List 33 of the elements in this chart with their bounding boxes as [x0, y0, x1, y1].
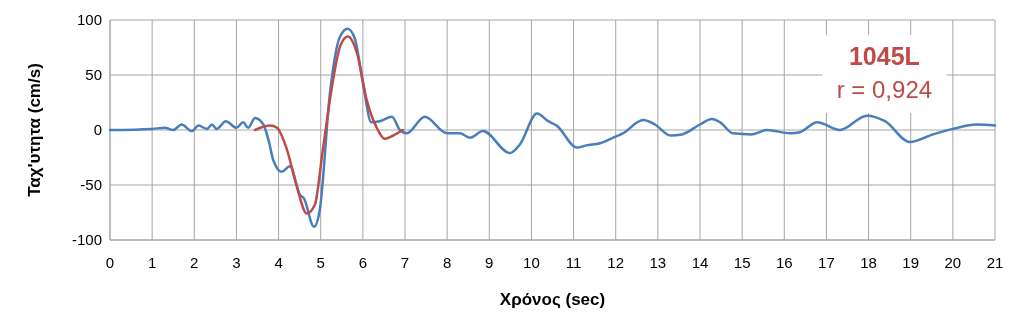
x-tick-label: 7	[400, 254, 410, 271]
x-tick-label: 21	[986, 254, 1004, 271]
x-tick-label: 12	[607, 254, 625, 271]
x-tick-label: 10	[523, 254, 540, 271]
x-tick-label: 20	[944, 254, 962, 271]
line-series	[253, 35, 405, 215]
x-tick-label: 11	[565, 254, 582, 271]
x-tick-label: 14	[691, 254, 709, 271]
y-tick-label: 0	[93, 121, 102, 139]
x-tick-label: 13	[649, 254, 667, 271]
x-tick-label: 5	[316, 254, 325, 271]
x-tick-label: 8	[442, 254, 452, 271]
line-series	[108, 27, 997, 229]
x-tick-label: 4	[274, 254, 283, 271]
annotation: 1045L	[848, 42, 920, 70]
x-tick-label: 6	[358, 254, 368, 271]
x-tick-label: 17	[818, 254, 835, 271]
y-tick-label: 100	[76, 11, 102, 29]
x-tick-label: 15	[733, 254, 751, 271]
y-tick-label: -50	[80, 176, 102, 194]
x-tick-label: 0	[105, 254, 115, 271]
x-tick-label: 9	[485, 254, 494, 271]
x-tick-label: 19	[902, 254, 920, 271]
x-tick-label: 2	[190, 254, 199, 271]
x-axis-title: Χρόνος (sec)	[499, 290, 606, 309]
x-tick-label: 18	[860, 254, 877, 271]
y-tick-label: 50	[85, 66, 102, 84]
y-tick-label: -100	[71, 231, 102, 249]
y-axis-title: Ταχ'υτητα (cm/s)	[25, 63, 44, 197]
x-tick-label: 1	[147, 254, 157, 271]
x-tick-label: 3	[232, 254, 241, 271]
x-tick-label: 16	[775, 254, 793, 271]
annotation: r = 0,924	[836, 76, 933, 103]
